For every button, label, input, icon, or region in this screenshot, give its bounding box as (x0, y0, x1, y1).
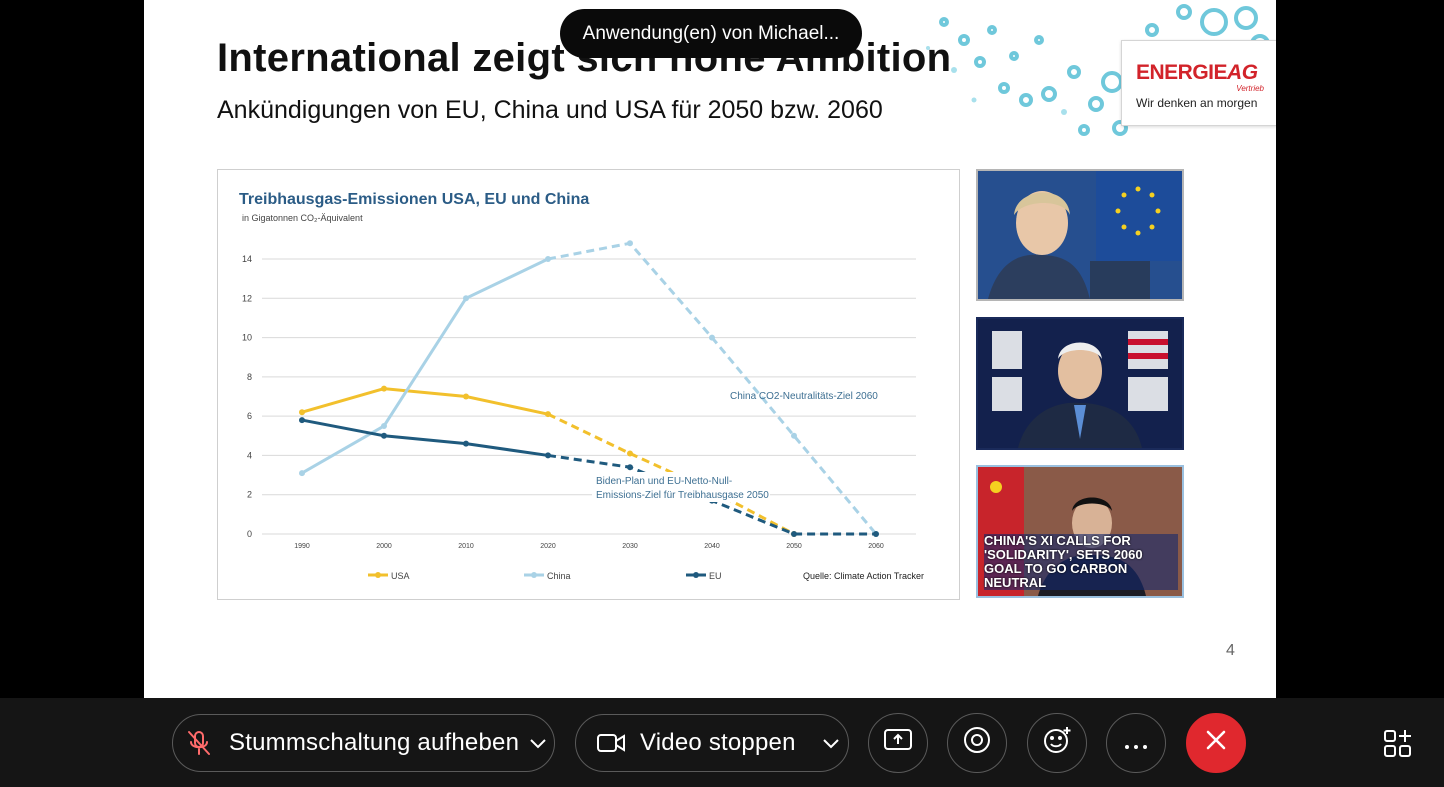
logo-sub: Vertrieb (1236, 84, 1264, 93)
chevron-down-icon[interactable] (822, 729, 840, 757)
x-tick-label: 1990 (294, 543, 310, 550)
annotation-eu-line1: Biden-Plan und EU-Netto-Null- (596, 476, 732, 487)
y-tick-label: 2 (247, 490, 252, 500)
logo-brand: ENERGIEAG (1136, 61, 1258, 84)
legend-marker-eu (693, 572, 699, 578)
point-usa (463, 393, 469, 400)
stop-video-button[interactable]: Video stoppen (575, 714, 849, 772)
slide-subtitle: Ankündigungen von EU, China und USA für … (217, 96, 883, 124)
point-eu (873, 531, 879, 537)
point-usa (299, 409, 305, 416)
point-eu (627, 464, 633, 471)
microphone-muted-icon (183, 727, 215, 759)
point-usa (627, 450, 633, 457)
annotation-china: China CO2-Neutralitäts-Ziel 2060 (730, 391, 878, 402)
point-eu (463, 440, 469, 447)
point-china (709, 334, 715, 341)
x-tick-label: 2050 (786, 543, 802, 550)
y-tick-label: 8 (247, 372, 252, 382)
reactions-button[interactable] (1027, 713, 1087, 773)
record-icon (962, 725, 992, 762)
y-tick-label: 6 (247, 411, 252, 421)
series-china-line (301, 257, 549, 475)
photo-xi: CHINA'S XI CALLS FOR 'SOLIDARITY', SETS … (976, 465, 1184, 598)
photo-biden-harris (976, 317, 1184, 450)
y-tick-label: 4 (247, 450, 252, 460)
chart-source: Quelle: Climate Action Tracker (803, 571, 924, 581)
point-china (299, 470, 305, 477)
y-tick-label: 14 (242, 254, 252, 264)
shared-slide: International zeigt sich hohe Ambition A… (144, 0, 1276, 698)
point-china (791, 432, 797, 439)
share-screen-button[interactable] (868, 713, 928, 773)
point-china (545, 256, 551, 262)
unmute-button[interactable]: Stummschaltung aufheben (172, 714, 555, 772)
stop-video-label: Video stoppen (640, 729, 796, 756)
photo-xi-caption: CHINA'S XI CALLS FOR 'SOLIDARITY', SETS … (984, 534, 1178, 590)
point-eu (545, 452, 551, 459)
video-camera-icon (596, 731, 626, 755)
y-tick-label: 12 (242, 293, 252, 303)
record-button[interactable] (947, 713, 1007, 773)
close-icon (1204, 728, 1228, 759)
annotation-backdrop (592, 472, 770, 502)
x-tick-label: 2020 (540, 543, 556, 550)
legend-label-usa: USA (391, 571, 410, 581)
annotation-eu-line2: Emissions-Ziel für Treibhausgase 2050 (596, 490, 769, 501)
y-tick-label: 10 (242, 333, 252, 343)
point-eu (381, 432, 387, 439)
photo-eu-leader (976, 169, 1184, 301)
point-eu (299, 417, 305, 424)
legend-marker-china (531, 572, 537, 578)
chart-title: Treibhausgas-Emissionen USA, EU und Chin… (239, 191, 589, 208)
company-logo: ENERGIEAG Vertrieb Wir denken an morgen (1121, 40, 1276, 126)
legend-label-china: China (547, 571, 571, 581)
point-china (381, 422, 387, 429)
apps-grid-icon (1382, 730, 1414, 764)
x-tick-label: 2000 (376, 543, 392, 550)
point-usa (381, 385, 387, 392)
x-tick-label: 2030 (622, 543, 638, 550)
y-tick-label: 0 (247, 529, 252, 539)
x-tick-label: 2010 (458, 543, 474, 550)
emoji-reaction-icon (1042, 725, 1072, 762)
emissions-chart-svg: Treibhausgas-Emissionen USA, EU und Chin… (239, 191, 924, 581)
sharing-indicator[interactable]: Anwendung(en) von Michael... (560, 9, 862, 58)
more-options-icon (1124, 729, 1148, 757)
point-china (627, 240, 633, 247)
logo-tagline: Wir denken an morgen (1136, 96, 1258, 110)
leave-meeting-button[interactable] (1186, 713, 1246, 773)
legend-label-eu: EU (709, 571, 722, 581)
series-usa-line (301, 387, 549, 416)
apps-button[interactable] (1382, 728, 1414, 760)
series-eu-line (301, 418, 549, 457)
emissions-chart: Treibhausgas-Emissionen USA, EU und Chin… (217, 169, 960, 600)
point-usa (545, 411, 551, 418)
point-eu (791, 531, 797, 537)
share-screen-icon (883, 727, 913, 760)
x-tick-label: 2060 (868, 543, 884, 550)
x-tick-label: 2040 (704, 543, 720, 550)
unmute-label: Stummschaltung aufheben (229, 729, 520, 756)
chevron-down-icon[interactable] (529, 729, 547, 757)
point-china (463, 295, 469, 302)
more-options-button[interactable] (1106, 713, 1166, 773)
slide-page-number: 4 (1226, 642, 1235, 659)
chart-subtitle: in Gigatonnen CO₂-Äquivalent (242, 213, 363, 223)
legend-marker-usa (375, 572, 381, 578)
meeting-toolbar: Stummschaltung aufheben Video stoppen (0, 698, 1444, 787)
